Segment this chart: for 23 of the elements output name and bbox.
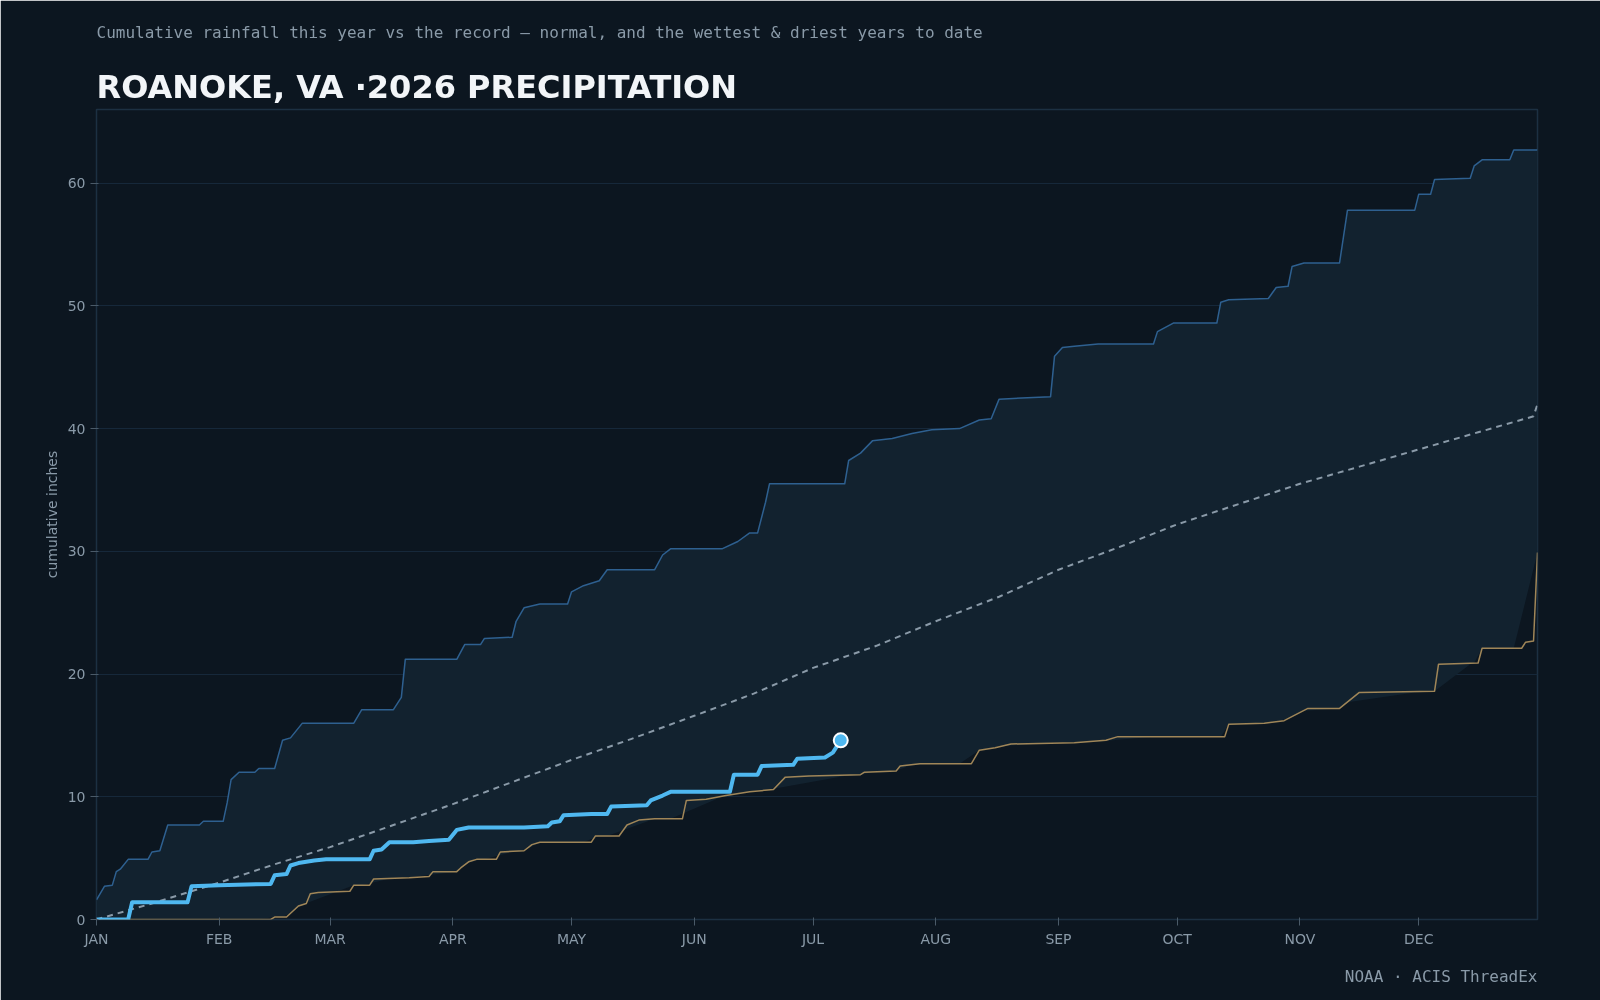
y-axis-title: cumulative inches <box>43 450 60 579</box>
text: NOAA · ACIS ThreadEx <box>1344 966 1538 986</box>
x-tick-label: MAR <box>314 930 347 947</box>
x-tick-label: DEC <box>1404 930 1434 947</box>
y-tick-label: 40 <box>67 420 86 437</box>
x-tick-label: NOV <box>1284 930 1316 947</box>
y-tick-label: 10 <box>67 788 86 805</box>
chart-title: ROANOKE, VA ·2026 PRECIPITATION <box>96 67 738 106</box>
y-tick-label: 60 <box>67 175 86 192</box>
chart-subtitle: Cumulative rainfall this year vs the record — normal, and the wettest & driest years to date <box>96 22 983 42</box>
x-tick-label: JAN <box>83 930 109 947</box>
x-tick-label: SEP <box>1045 930 1072 947</box>
x-tick-label: JUN <box>680 930 707 947</box>
y-tick-label: 0 <box>76 911 86 928</box>
y-tick-label: 30 <box>67 543 86 560</box>
x-tick-label: APR <box>438 930 467 947</box>
x-tick-label: AUG <box>920 930 952 947</box>
x-tick-label: JUL <box>800 930 825 947</box>
x-tick-label: OCT <box>1162 930 1193 947</box>
x-tick-label: MAY <box>556 930 587 947</box>
y-tick-label: 20 <box>67 666 86 683</box>
y-tick-label: 50 <box>67 297 86 314</box>
x-tick-label: FEB <box>205 930 233 947</box>
